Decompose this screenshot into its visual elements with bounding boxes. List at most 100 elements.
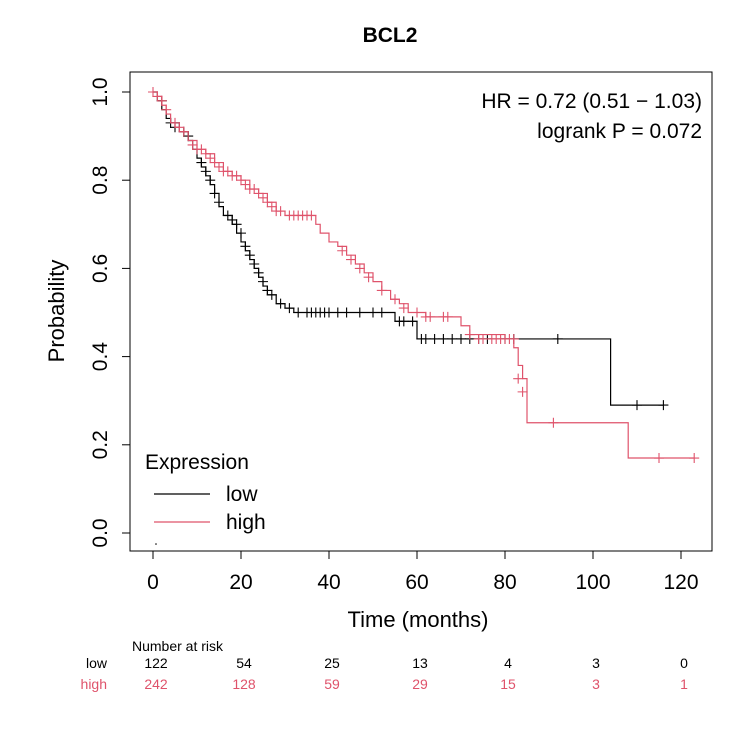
censor-mark-high xyxy=(654,453,664,464)
censor-mark-low xyxy=(658,400,669,411)
x-tick-label: 20 xyxy=(229,571,252,594)
x-tick-label: 80 xyxy=(493,571,516,594)
risk-row-label-low: low xyxy=(86,655,108,671)
censor-mark-high xyxy=(240,179,251,190)
censor-mark-high xyxy=(214,161,224,172)
censor-mark-low xyxy=(447,333,458,344)
risk-value-high: 3 xyxy=(592,676,600,692)
hr-annotation: HR = 0.72 (0.51 − 1.03) xyxy=(481,90,702,113)
censor-mark-high xyxy=(689,453,700,464)
censor-mark-low xyxy=(429,333,440,344)
x-axis-label: Time (months) xyxy=(348,607,489,632)
survival-curves xyxy=(148,87,700,464)
censor-mark-high xyxy=(258,192,268,203)
risk-table-title: Number at risk xyxy=(132,638,224,654)
y-tick-label: 0.8 xyxy=(89,166,112,195)
risk-value-low: 54 xyxy=(236,655,252,671)
censor-mark-low xyxy=(249,258,260,269)
censor-mark-high xyxy=(513,373,524,384)
censor-mark-high xyxy=(425,311,436,322)
censor-mark-high xyxy=(508,333,519,344)
x-tick-label: 120 xyxy=(663,571,698,594)
risk-value-low: 13 xyxy=(412,655,428,671)
censor-mark-low xyxy=(275,298,286,309)
censor-mark-high xyxy=(412,307,422,318)
censor-mark-low xyxy=(293,307,304,318)
censor-mark-high xyxy=(170,117,180,128)
censor-mark-low xyxy=(222,210,233,221)
risk-value-low: 3 xyxy=(592,655,600,671)
censor-mark-high xyxy=(337,245,348,256)
risk-value-high: 1 xyxy=(680,676,688,692)
risk-value-high: 242 xyxy=(144,676,168,692)
censor-mark-low xyxy=(200,166,211,177)
censor-mark-low xyxy=(231,219,242,230)
censor-mark-low xyxy=(227,214,238,225)
censor-mark-low xyxy=(376,307,387,318)
censor-mark-low xyxy=(438,333,449,344)
y-tick-label: 0.4 xyxy=(89,342,112,372)
censor-mark-high xyxy=(363,272,374,283)
x-tick-label: 40 xyxy=(317,571,340,594)
risk-value-low: 122 xyxy=(144,655,168,671)
y-tick-label: 1.0 xyxy=(89,77,112,106)
censor-mark-low xyxy=(205,175,216,186)
censor-mark-high xyxy=(187,139,198,150)
x-axis: 0 20 40 60 80 100 120 xyxy=(147,550,699,594)
censor-mark-low xyxy=(332,307,343,318)
censor-mark-high xyxy=(222,166,233,177)
censor-mark-low xyxy=(420,333,431,344)
censor-mark-high xyxy=(161,104,172,115)
risk-value-high: 15 xyxy=(500,676,516,692)
risk-value-low: 25 xyxy=(324,655,340,671)
censor-mark-low xyxy=(552,333,563,344)
censor-mark-high xyxy=(548,417,559,428)
censor-mark-high xyxy=(390,294,400,305)
risk-value-low: 4 xyxy=(504,655,512,671)
logrank-annotation: logrank P = 0.072 xyxy=(537,120,702,143)
censor-mark-low xyxy=(354,307,365,318)
censor-mark-high xyxy=(205,153,216,164)
y-tick-label: 0.6 xyxy=(89,254,112,283)
censor-mark-low xyxy=(196,157,207,168)
censor-mark-low xyxy=(398,316,409,327)
censor-mark-low xyxy=(262,285,273,296)
risk-value-low: 0 xyxy=(680,655,688,671)
censor-mark-high xyxy=(152,91,163,102)
censor-mark-high xyxy=(156,95,167,106)
curve-high xyxy=(153,91,695,459)
censor-mark-high xyxy=(253,188,264,199)
censor-mark-high xyxy=(266,201,277,212)
risk-value-high: 29 xyxy=(412,676,428,692)
y-tick-label: 0.2 xyxy=(89,430,112,459)
censor-mark-high xyxy=(398,303,409,314)
censor-mark-high xyxy=(249,184,260,195)
risk-row-label-high: high xyxy=(81,676,107,692)
censor-mark-low xyxy=(244,250,255,261)
censor-mark-low xyxy=(632,400,642,411)
censor-mark-high xyxy=(231,170,242,181)
censor-mark-high xyxy=(464,329,475,340)
x-tick-label: 100 xyxy=(575,571,610,594)
censor-mark-low xyxy=(407,316,418,327)
censor-mark-low xyxy=(240,241,251,252)
censor-mark-high xyxy=(209,157,220,168)
censor-mark-high xyxy=(478,333,488,344)
legend: Expression low high xyxy=(145,451,266,545)
censor-mark-low xyxy=(236,228,246,239)
censor-mark-high xyxy=(354,263,365,274)
plot-frame xyxy=(129,71,713,552)
censor-mark-high xyxy=(200,148,211,159)
y-axis-label: Probability xyxy=(44,260,69,363)
censor-mark-high xyxy=(262,197,273,208)
censor-mark-high xyxy=(306,210,317,221)
censor-mark-high xyxy=(376,285,387,296)
risk-value-high: 59 xyxy=(324,676,340,692)
censor-mark-low xyxy=(324,307,334,318)
legend-dot xyxy=(155,543,157,545)
censor-mark-high xyxy=(517,386,528,397)
censor-mark-low xyxy=(284,303,295,314)
legend-high-label: high xyxy=(226,511,266,534)
